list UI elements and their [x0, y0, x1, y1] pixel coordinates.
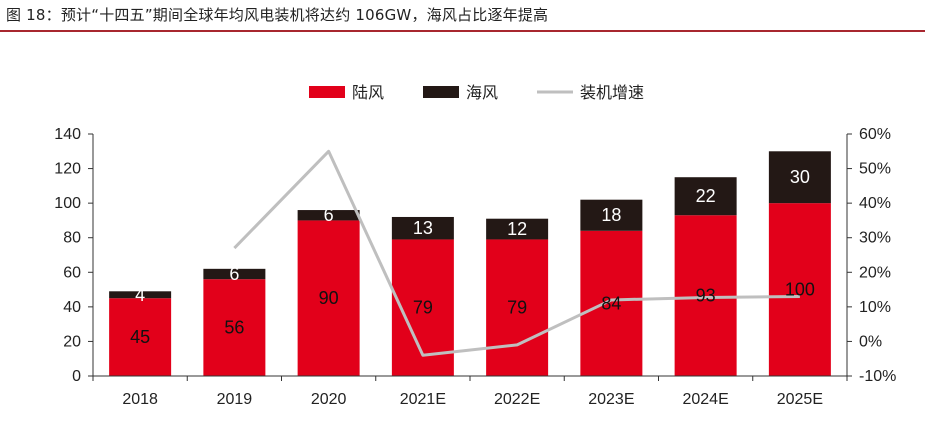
- label-onshore-2018: 45: [130, 327, 150, 347]
- bar-onshore-2024E: [674, 215, 737, 376]
- growth-line-group: [233, 149, 800, 357]
- bar-offshore-2019: [203, 268, 266, 280]
- label-offshore-2022E: 12: [507, 219, 527, 239]
- right-tick-label: 40%: [859, 195, 891, 212]
- bar-onshore-2018: [109, 298, 172, 376]
- bar-offshore-2025E: [768, 151, 831, 204]
- label-onshore-2019: 56: [224, 318, 244, 338]
- label-onshore-2022E: 79: [507, 298, 527, 318]
- label-offshore-2024E: 22: [696, 186, 716, 206]
- right-tick-label: 30%: [859, 230, 891, 247]
- bar-onshore-2019: [203, 279, 266, 376]
- right-tick-label: 50%: [859, 161, 891, 178]
- left-tick-label: 80: [63, 230, 81, 247]
- left-tick-label: 20: [63, 333, 81, 350]
- left-y-axis: 0 20 40 60 80 100 120 140: [54, 126, 94, 385]
- label-offshore-2020: 6: [324, 205, 334, 225]
- legend-swatch-offshore: [423, 86, 459, 98]
- legend-label-offshore: 海风: [466, 83, 498, 102]
- label-onshore-2021E: 79: [413, 298, 433, 318]
- bar-group: [109, 151, 831, 376]
- bar-offshore-2020: [297, 210, 360, 221]
- label-offshore-2025E: 30: [790, 167, 810, 187]
- label-onshore-2020: 90: [319, 288, 339, 308]
- figure-title: 图 18：预计“十四五”期间全球年均风电装机将达约 106GW，海风占比逐年提高: [6, 6, 549, 24]
- left-tick-label: 100: [54, 195, 81, 212]
- left-tick-label: 140: [54, 126, 81, 143]
- bar-onshore-2020: [297, 220, 360, 376]
- label-offshore-2023E: 18: [601, 205, 621, 225]
- label-offshore-2021E: 13: [413, 218, 433, 238]
- x-axis: 2018 2019 2020 2021E 2022E 2023E 2024E 2025E: [92, 375, 848, 408]
- legend-label-onshore: 陆风: [352, 83, 384, 102]
- bar-offshore-2024E: [674, 177, 737, 216]
- x-tick-label-2023E: 2023E: [588, 391, 634, 408]
- x-tick-label-2020: 2020: [311, 391, 347, 408]
- bar-onshore-2023E: [580, 230, 643, 376]
- left-tick-label: 120: [54, 161, 81, 178]
- label-offshore-2018: 4: [135, 285, 145, 305]
- left-tick-label: 40: [63, 299, 81, 316]
- x-tick-label-2018: 2018: [122, 391, 158, 408]
- legend-label-growth: 装机增速: [580, 83, 644, 102]
- x-tick-label-2024E: 2024E: [682, 391, 728, 408]
- x-tick-label-2021E: 2021E: [400, 391, 446, 408]
- x-tick-label-2025E: 2025E: [777, 391, 823, 408]
- bar-offshore-2023E: [580, 199, 643, 231]
- label-onshore-2025E: 100: [785, 280, 815, 300]
- label-onshore-2024E: 93: [696, 286, 716, 306]
- bar-label-group: 45 4 56 6 90 6 79 13 79 12 84 18 93 22 100 30: [130, 167, 815, 347]
- chart-legend: 陆风 海风 装机增速: [309, 83, 644, 102]
- title-divider: [0, 30, 925, 32]
- left-tick-label: 0: [72, 368, 81, 385]
- label-offshore-2019: 6: [229, 264, 239, 284]
- right-tick-label: 0%: [859, 333, 882, 350]
- right-tick-label: 60%: [859, 126, 891, 143]
- x-tick-label-2019: 2019: [217, 391, 253, 408]
- bar-offshore-2018: [109, 291, 172, 299]
- label-onshore-2023E: 84: [601, 293, 621, 313]
- right-tick-label: 20%: [859, 264, 891, 281]
- right-tick-label: -10%: [859, 368, 896, 385]
- right-tick-label: 10%: [859, 299, 891, 316]
- bar-offshore-2022E: [486, 218, 549, 240]
- legend-swatch-onshore: [309, 86, 345, 98]
- bar-offshore-2021E: [391, 216, 454, 240]
- x-tick-label-2022E: 2022E: [494, 391, 540, 408]
- bar-onshore-2022E: [486, 239, 549, 376]
- bar-onshore-2025E: [768, 203, 831, 376]
- left-tick-label: 60: [63, 264, 81, 281]
- right-y-axis: -10% 0% 10% 20% 30% 40% 50% 60%: [846, 126, 896, 385]
